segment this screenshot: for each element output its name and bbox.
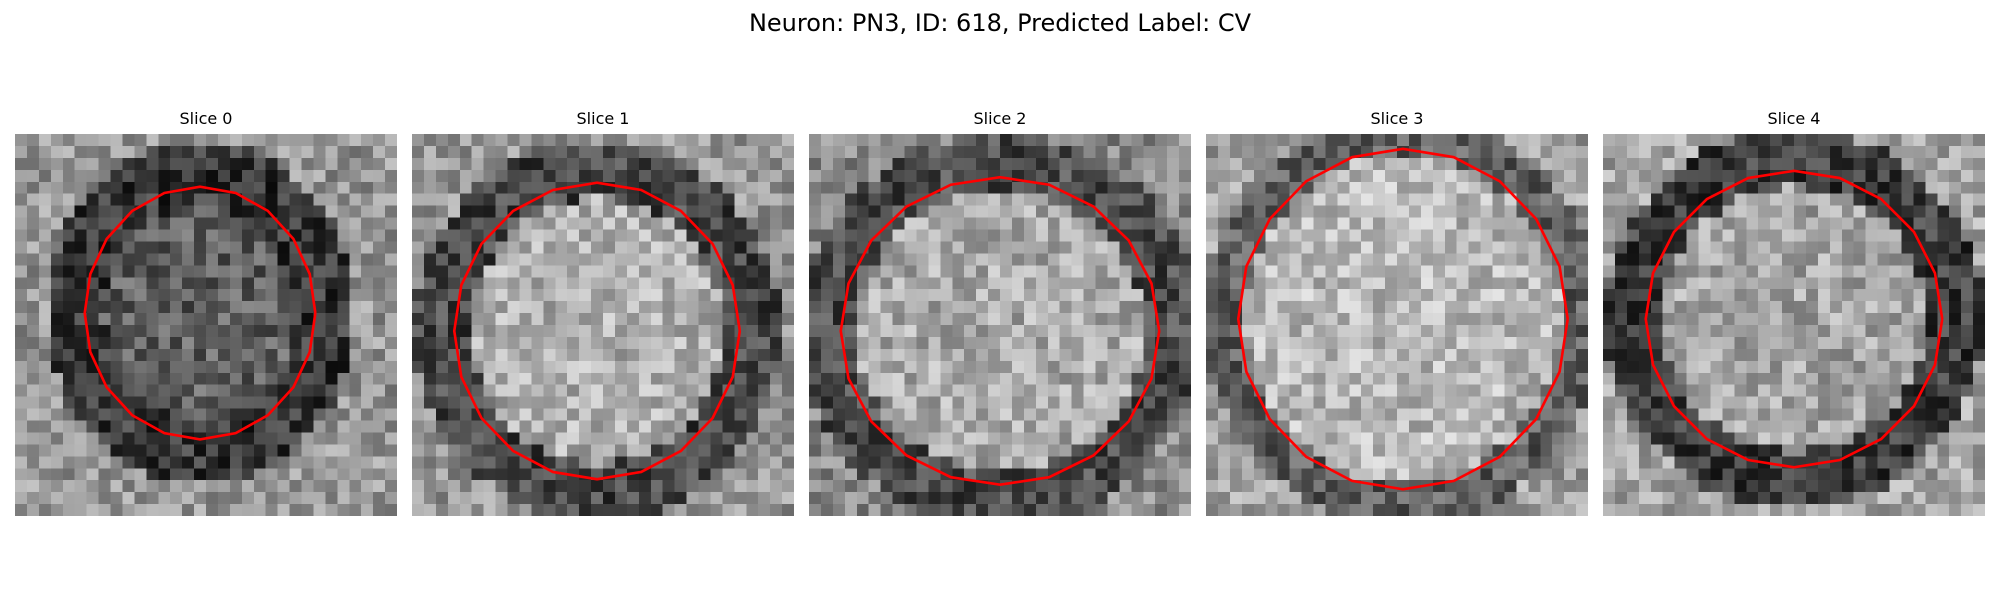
slice-image — [1603, 134, 1985, 516]
slice-image — [412, 134, 794, 516]
slice-panel-3: Slice 3 — [1206, 108, 1588, 516]
slice-title: Slice 4 — [1603, 108, 1985, 130]
figure-title: Neuron: PN3, ID: 618, Predicted Label: C… — [0, 6, 2000, 40]
slice-panel-2: Slice 2 — [809, 108, 1191, 516]
slice-image — [15, 134, 397, 516]
slice-title: Slice 0 — [15, 108, 397, 130]
slice-image — [809, 134, 1191, 516]
slice-title: Slice 3 — [1206, 108, 1588, 130]
slice-panel-1: Slice 1 — [412, 108, 794, 516]
slice-panel-0: Slice 0 — [15, 108, 397, 516]
slice-title: Slice 1 — [412, 108, 794, 130]
slice-panel-4: Slice 4 — [1603, 108, 1985, 516]
slice-title: Slice 2 — [809, 108, 1191, 130]
slice-image — [1206, 134, 1588, 516]
